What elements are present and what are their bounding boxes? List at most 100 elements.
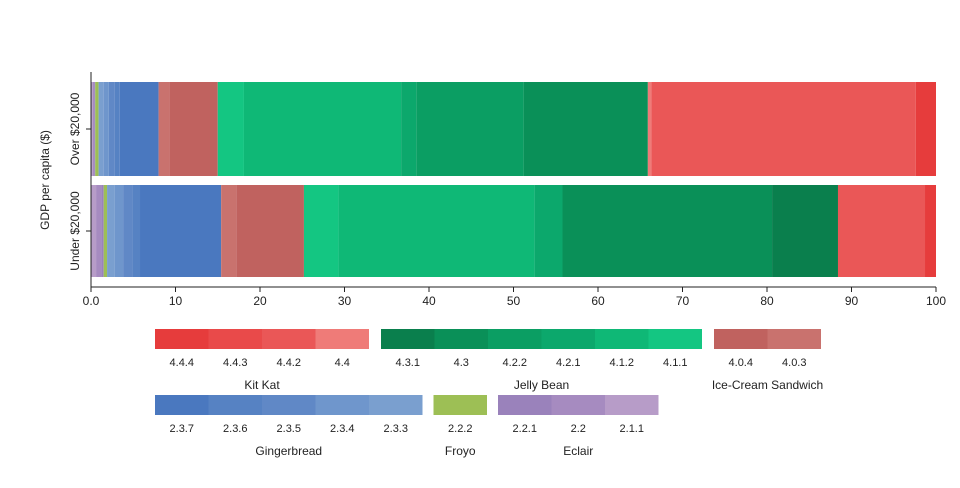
bar-segment-2-2-row-1: [96, 185, 102, 277]
bar-segment-2-2-1-row-1: [101, 185, 104, 277]
bar-segment-2-3-5-row-1: [123, 185, 133, 277]
legend-item-label: 2.2.2: [448, 423, 472, 435]
bar-segment-4-4-4-row-0: [915, 82, 936, 176]
bar-segment-4-1-1-row-1: [303, 185, 339, 277]
legend-group-label: Eclair: [563, 444, 593, 458]
bar-segment-4-4-2-row-0: [651, 82, 916, 176]
legend-item-label: 2.2: [571, 423, 586, 435]
axes-layer: 0.0 10 20 30 40 50 60 70 80 90 100 Over $20,000 Unde…: [68, 72, 946, 308]
bar-segment-2-2-2-row-1: [103, 185, 108, 277]
legend-swatch-4-2-1: [541, 329, 595, 349]
bar-segment-2-3-6-row-1: [132, 185, 141, 277]
legend-group-label: Gingerbread: [255, 444, 322, 458]
legend-swatch-2-3-6: [208, 395, 262, 415]
legend-swatch-4-3-1: [381, 329, 435, 349]
x-tick-label: 0.0: [83, 294, 100, 308]
bar-segment-4-1-2-row-1: [338, 185, 535, 277]
legend-item-label: 2.3.4: [330, 423, 354, 435]
legend-item-label: 4.3: [454, 357, 469, 369]
bar-segment-4-3-row-0: [523, 82, 648, 176]
legend-swatch-2-2-2: [433, 395, 487, 415]
legend-item-label: 2.3.5: [277, 423, 301, 435]
bar-segment-2-2-row-0: [92, 82, 95, 176]
bar-segment-2-2-1-row-0: [94, 82, 96, 176]
legend-swatch-4-1-2: [595, 329, 649, 349]
bar-segment-2-1-1-row-1: [91, 185, 97, 277]
legend-swatch-4-3: [434, 329, 488, 349]
bar-segment-4-4-2-row-1: [837, 185, 926, 277]
bar-segment-4-0-4-row-0: [169, 82, 218, 176]
bar-segment-2-3-3-row-1: [107, 185, 115, 277]
legend-group-label: Ice-Cream Sandwich: [712, 378, 823, 392]
legend-item-label: 2.2.1: [513, 423, 537, 435]
legend-swatch-4-4: [315, 329, 369, 349]
legend-group-label: Froyo: [445, 444, 476, 458]
legend-swatch-4-0-3: [767, 329, 821, 349]
legend-swatch-4-4-4: [155, 329, 209, 349]
legend-swatch-2-3-7: [155, 395, 209, 415]
legend-item-label: 4.3.1: [396, 357, 420, 369]
bar-segment-2-1-1-row-0: [91, 82, 93, 176]
bar-segment-4-2-1-row-1: [534, 185, 563, 277]
legend-group-label: Jelly Bean: [514, 378, 569, 392]
bar-segment-2-3-6-row-0: [114, 82, 120, 176]
x-tick-label: 20: [253, 294, 267, 308]
x-tick-label: 90: [845, 294, 859, 308]
bar-segment-4-1-1-row-0: [217, 82, 244, 176]
bar-segment-2-3-3-row-0: [98, 82, 104, 176]
legend-swatch-2-3-4: [315, 395, 369, 415]
legend-item-label: 2.3.3: [384, 423, 408, 435]
bar-segment-2-3-7-row-1: [140, 185, 222, 277]
x-tick-label: 50: [507, 294, 521, 308]
bar-segment-2-3-4-row-1: [114, 185, 124, 277]
bar-segment-2-3-5-row-0: [108, 82, 115, 176]
bar-segment-4-4-4-row-1: [925, 185, 936, 277]
legend-swatch-4-4-3: [208, 329, 262, 349]
bars-layer: [91, 82, 936, 277]
x-tick-label: 10: [169, 294, 183, 308]
legend-swatch-2-3-3: [369, 395, 423, 415]
x-tick-label: 100: [926, 294, 946, 308]
bar-segment-4-3-1-row-1: [772, 185, 838, 277]
legend-item-label: 4.4.2: [277, 357, 301, 369]
legend-item-label: 2.3.7: [170, 423, 194, 435]
x-tick-label: 40: [422, 294, 436, 308]
bar-segment-4-2-2-row-0: [416, 82, 524, 176]
legend-item-label: 4.1.2: [610, 357, 634, 369]
y-category-label: Under $20,000: [68, 191, 82, 271]
legend-swatch-4-2-2: [488, 329, 542, 349]
y-category-label: Over $20,000: [68, 92, 82, 165]
legend-item-label: 2.1.1: [620, 423, 644, 435]
bar-segment-4-3-row-1: [562, 185, 773, 277]
legend-swatch-4-1-1: [648, 329, 702, 349]
legend-item-label: 4.1.1: [663, 357, 687, 369]
legend-item-label: 4.4.3: [223, 357, 247, 369]
legend-item-label: 4.4: [335, 357, 350, 369]
y-axis-title: GDP per capita ($): [38, 130, 52, 230]
bar-segment-4-4-row-0: [647, 82, 652, 176]
x-tick-label: 80: [760, 294, 774, 308]
bar-segment-2-3-7-row-0: [119, 82, 159, 176]
legend-item-label: 4.0.3: [782, 357, 806, 369]
legend-item-label: 4.2.2: [503, 357, 527, 369]
legend-group-label: Kit Kat: [244, 378, 280, 392]
bar-segment-4-0-4-row-1: [236, 185, 304, 277]
bar-segment-4-0-3-row-1: [221, 185, 237, 277]
legend-item-label: 2.3.6: [223, 423, 247, 435]
legend-swatch-4-4-2: [262, 329, 316, 349]
bar-segment-4-1-2-row-0: [243, 82, 402, 176]
x-tick-label: 30: [338, 294, 352, 308]
x-tick-label: 60: [591, 294, 605, 308]
legend-layer: 4.4.4 4.4.3 4.4.2 4.4 Kit Kat 4.3.1 4.3 4.2.2 4.…: [155, 329, 823, 458]
bar-segment-4-2-1-row-0: [401, 82, 417, 176]
bar-segment-2-2-2-row-0: [95, 82, 99, 176]
legend-item-label: 4.2.1: [556, 357, 580, 369]
legend-item-label: 4.0.4: [729, 357, 753, 369]
legend-swatch-2-3-5: [262, 395, 316, 415]
legend-item-label: 4.4.4: [170, 357, 194, 369]
legend-swatch-4-0-4: [714, 329, 768, 349]
legend-swatch-2-2-1: [498, 395, 552, 415]
legend-swatch-2-2: [551, 395, 605, 415]
legend-swatch-2-1-1: [605, 395, 659, 415]
